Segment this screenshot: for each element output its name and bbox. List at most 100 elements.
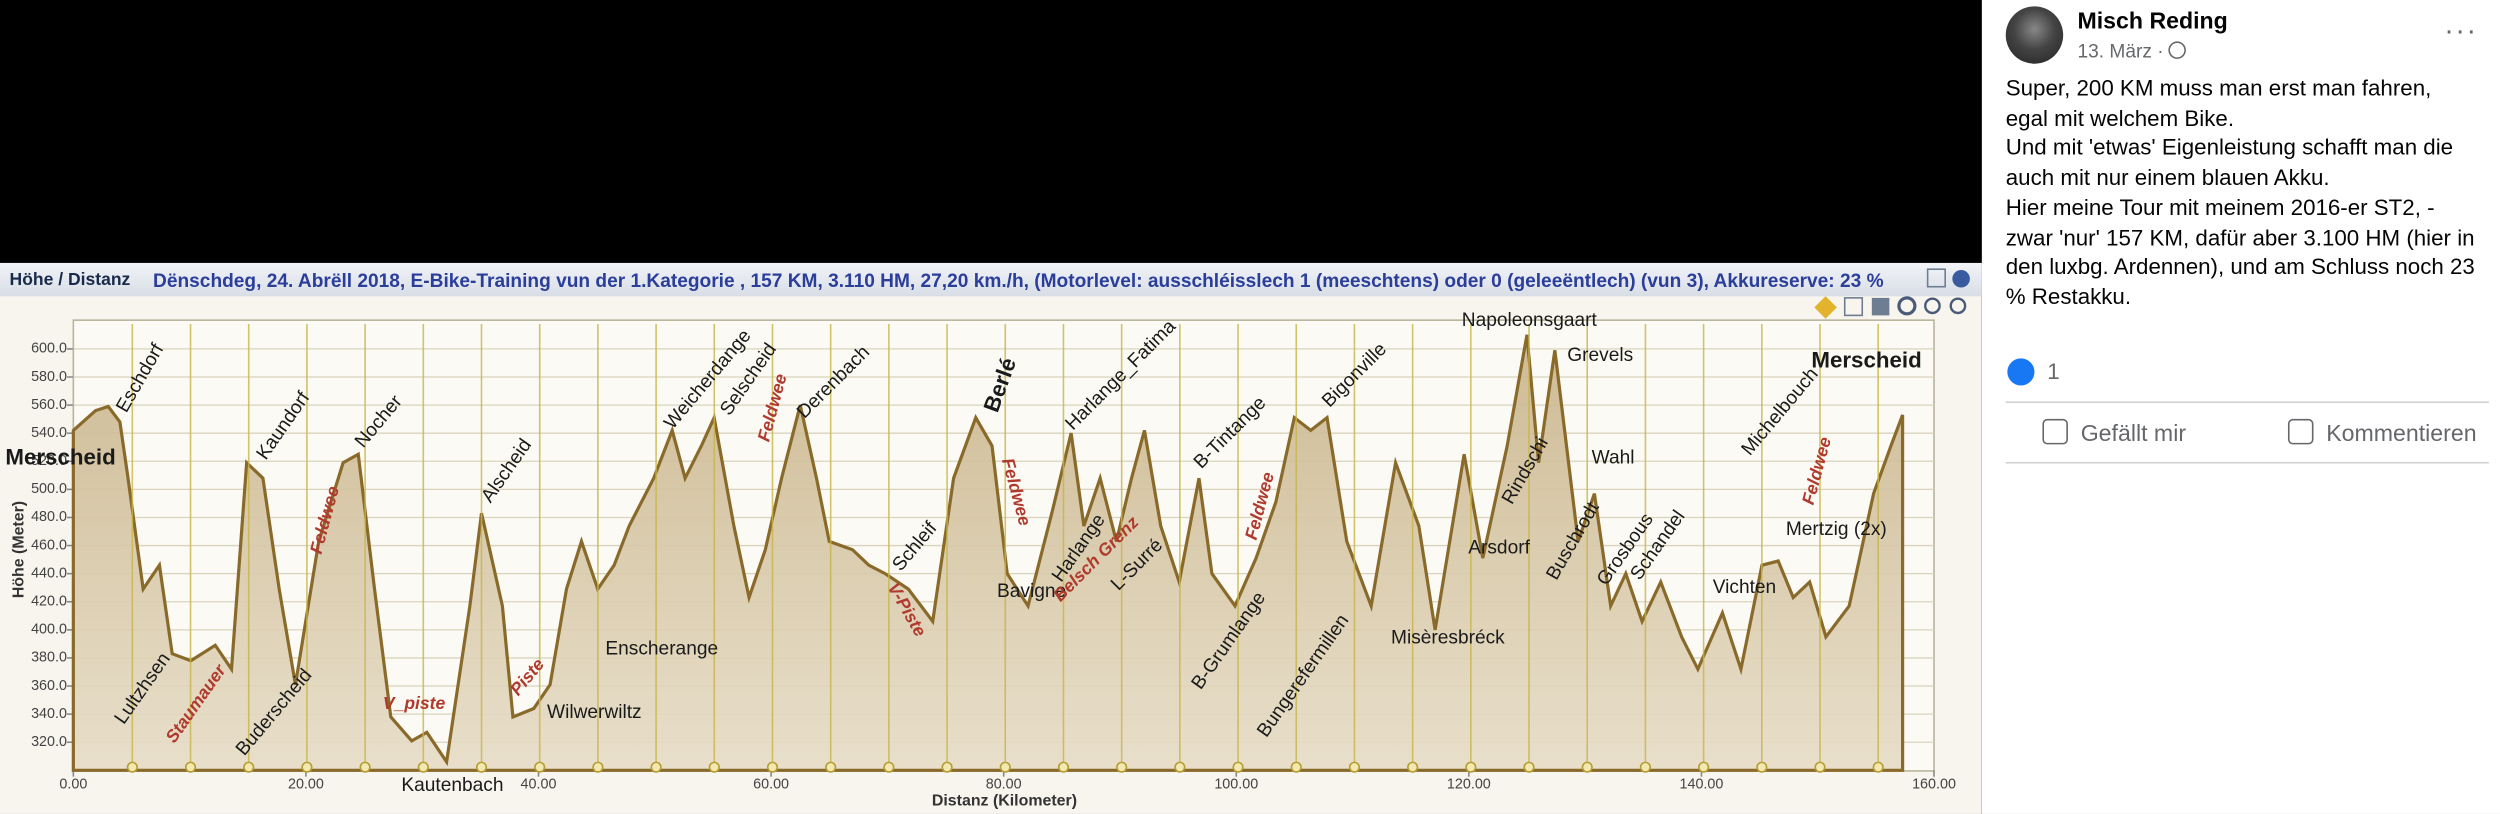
waypoint-dot <box>184 761 197 773</box>
waypoint-dot <box>1232 761 1244 773</box>
waypoint-dot <box>592 761 604 773</box>
annotation: Vichten <box>1713 577 1776 598</box>
waypoint-dot <box>1348 761 1361 773</box>
paragraph: Hier meine Tour mit meinem 2016-er ST2, … <box>2005 194 2475 309</box>
annotation: Misèresbréck <box>1391 627 1505 648</box>
toolbar <box>1814 268 1970 319</box>
y-tick-label: 340.0 <box>31 706 67 722</box>
y-tick-label: 400.0 <box>31 622 67 638</box>
y-tick-label: 360.0 <box>31 678 67 694</box>
y-tick-label: 600.0 <box>31 341 67 357</box>
y-axis-title: Höhe (Meter) <box>10 501 27 598</box>
like-button-label: Gefällt mir <box>2080 422 2187 448</box>
y-tick-label: 540.0 <box>31 425 67 441</box>
more-button[interactable]: ··· <box>2444 14 2478 47</box>
x-tick-label: 20.00 <box>288 776 324 792</box>
elevation-area <box>71 334 1905 772</box>
x-tick-label: 0.00 <box>59 776 87 792</box>
annotation: Wahl <box>1592 448 1635 469</box>
waypoint-dot <box>1581 761 1593 773</box>
like-count[interactable]: 1 <box>2047 358 2060 384</box>
waypoint-dot <box>301 761 313 773</box>
waypoint-dot <box>650 761 662 773</box>
annotation: Mertzig (2x) <box>1786 519 1887 540</box>
panel-title: Höhe / Distanz <box>10 269 131 289</box>
paragraph: Und mit 'etwas' Eigenleistung schafft ma… <box>2005 134 2454 190</box>
x-axis-title: Distanz (Kilometer) <box>932 792 1077 809</box>
waypoint-dot <box>1465 761 1477 773</box>
post: Misch Reding 13. März · ··· Super, 200 K… <box>1981 0 2500 814</box>
date-text[interactable]: 13. März · <box>2077 39 2164 63</box>
paragraph: Super, 200 KM muss man erst man fahren, … <box>2005 74 2432 131</box>
waypoint-dot <box>825 761 837 773</box>
annotation: Napoleonsgaart <box>1462 310 1598 331</box>
date[interactable]: 13. März · <box>2078 40 2186 62</box>
waypoint-dot <box>126 761 138 773</box>
x-tick-label: 80.00 <box>986 776 1022 792</box>
waypoint-dot <box>1407 761 1419 773</box>
annotation: Arsdorf <box>1468 537 1530 558</box>
waypoint-dot <box>1872 761 1884 773</box>
plot-layer: 320.0 340.0 360.0 380.0 400.0 420.0 440.0 460.0… <box>31 323 1956 792</box>
waypoint-dot <box>883 761 895 773</box>
globe-icon <box>2168 41 2186 59</box>
y-tick-label: 580.0 <box>31 369 67 385</box>
y-tick-label: 520.0 <box>31 453 67 469</box>
waypoint-dot <box>1814 761 1826 773</box>
y-tick-label: 440.0 <box>31 565 67 581</box>
tool-icon[interactable] <box>1871 297 1890 316</box>
post-text: Super, 200 KM muss man erst man fahren, … <box>2006 73 2478 311</box>
waypoint-dot <box>1756 761 1768 773</box>
waypoint-dot <box>1174 761 1186 773</box>
divider <box>2005 401 2489 404</box>
like-button[interactable]: Gefällt mir <box>2042 418 2187 448</box>
y-tick-label: 460.0 <box>31 537 67 553</box>
waypoint-dot <box>708 761 720 773</box>
chart-title: Dënschdeg, 24. Abrëll 2018, E-Bike-Train… <box>153 271 1884 292</box>
waypoint-dot <box>359 761 371 773</box>
elevation-chart: Höhe / Distanz Dënschdeg, 24. Abrëll 201… <box>0 262 1982 814</box>
y-tick-label: 500.0 <box>31 481 67 497</box>
x-tick-label: 100.00 <box>1214 776 1258 792</box>
annotation: Merscheid <box>5 444 115 469</box>
tool-icon[interactable] <box>1897 296 1917 316</box>
y-tick-label: 480.0 <box>31 509 67 525</box>
x-tick-label: 140.00 <box>1679 776 1723 792</box>
waypoint-dot <box>475 761 488 773</box>
tool-icon[interactable] <box>1952 269 1970 288</box>
waypoint-dot <box>766 761 779 773</box>
author[interactable]: Misch Reding <box>2077 9 2228 36</box>
y-tick-label: 380.0 <box>31 650 67 666</box>
waypoint-dot <box>534 761 546 773</box>
tool-icon[interactable] <box>1924 297 1941 315</box>
y-tick-label: 560.0 <box>31 397 67 413</box>
waypoint-dot <box>243 761 255 773</box>
x-tick-label: 120.00 <box>1447 776 1491 792</box>
waypoint-dot <box>1698 761 1710 773</box>
annotation: V_piste <box>383 693 446 713</box>
divider <box>2005 461 2489 464</box>
annotation: Merscheid <box>1811 347 1921 372</box>
like-button-icon <box>2042 418 2068 445</box>
y-tick-label: 420.0 <box>31 594 67 610</box>
tool-icon[interactable] <box>1814 296 1837 319</box>
avatar[interactable] <box>2005 6 2064 64</box>
waypoint-dot <box>1057 761 1070 773</box>
tool-icon[interactable] <box>1926 268 1946 288</box>
waypoint-dot <box>417 761 429 773</box>
annotation: Enscherange <box>605 639 718 660</box>
waypoint-dot <box>1639 761 1652 773</box>
annotation: Wilwerwiltz <box>547 702 642 723</box>
tool-icon[interactable] <box>1949 297 1967 315</box>
y-tick-label: 320.0 <box>31 734 67 750</box>
tool-icon[interactable] <box>1843 297 1864 317</box>
comment-button-label: Kommentieren <box>2326 422 2477 448</box>
like-icon <box>2007 358 2035 386</box>
annotation: Kautenbach <box>401 775 503 796</box>
annotation: Bavigne <box>997 581 1066 602</box>
waypoint-dot <box>999 761 1011 773</box>
waypoint-dot <box>1523 761 1535 773</box>
comment-button[interactable]: Kommentieren <box>2287 418 2477 448</box>
